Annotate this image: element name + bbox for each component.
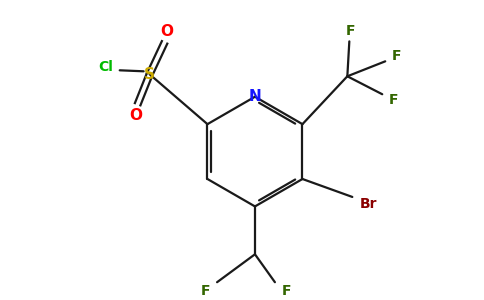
Text: F: F [392, 49, 401, 63]
Text: F: F [389, 93, 398, 107]
Text: N: N [249, 89, 261, 104]
Text: Cl: Cl [98, 60, 113, 74]
Text: F: F [282, 284, 292, 298]
Text: Br: Br [360, 197, 377, 211]
Text: O: O [160, 24, 173, 39]
Text: F: F [346, 24, 355, 38]
Text: O: O [129, 108, 142, 123]
Text: F: F [200, 284, 210, 298]
Text: S: S [144, 67, 155, 82]
